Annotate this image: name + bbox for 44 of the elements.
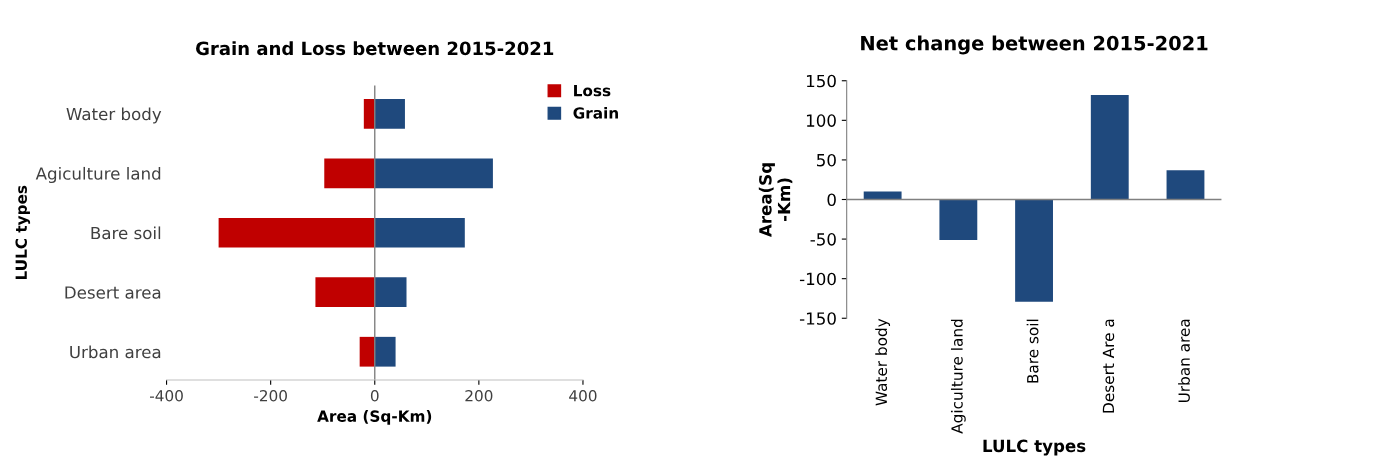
x-axis-title: LULC types	[983, 439, 1086, 456]
legend-label: Grain	[573, 106, 618, 119]
bar	[359, 336, 375, 367]
y-tick-label: Water body	[66, 107, 162, 124]
bar	[374, 98, 405, 129]
bar	[374, 158, 493, 189]
bar	[374, 217, 465, 248]
y-tick-label: Agiculture land	[35, 166, 161, 184]
chart-title: Grain and Loss between 2015-2021	[196, 41, 554, 56]
bar	[1015, 199, 1053, 302]
x-tick-label: 400	[569, 389, 597, 402]
y-tick-label: -150	[799, 312, 836, 325]
y-axis-title: Area(Sq -Km)	[758, 163, 793, 238]
x-tick-label: Agiculture land	[950, 319, 966, 434]
chart-title: Net change between 2015-2021	[861, 35, 1208, 55]
y-tick-label: 50	[817, 153, 836, 167]
x-tick-label: Water body	[875, 318, 891, 406]
y-tick-label: Desert area	[65, 286, 161, 299]
y-tick-label: 100	[806, 114, 836, 127]
bar	[1090, 95, 1129, 200]
y-tick-label: 0	[827, 193, 836, 207]
y-tick-label: 150	[806, 74, 836, 88]
bar	[374, 277, 407, 308]
y-axis-title: LULC types	[15, 185, 31, 280]
x-tick-label: Urban area	[1178, 319, 1190, 403]
bar	[363, 98, 375, 129]
y-tick-label: -100	[799, 272, 836, 286]
bar	[939, 199, 978, 240]
y-tick-label: -50	[810, 233, 836, 246]
x-tick-label: -400	[149, 389, 183, 402]
bar	[218, 217, 375, 248]
x-axis-title: Area (Sq-Km)	[317, 410, 432, 425]
x-tick-label: -200	[254, 389, 287, 402]
bar	[374, 336, 396, 367]
y-tick-label: Urban area	[70, 345, 161, 359]
bar	[315, 277, 375, 308]
x-tick-label: Desert Are a	[1102, 319, 1115, 413]
legend-label: Loss	[574, 85, 611, 97]
x-tick-label: 0	[370, 389, 379, 402]
bar	[1166, 170, 1205, 200]
x-tick-label: Bare soil	[1026, 319, 1039, 383]
x-tick-label: 200	[465, 389, 493, 402]
bar	[324, 158, 375, 189]
y-tick-label: Bare soil	[91, 226, 161, 240]
